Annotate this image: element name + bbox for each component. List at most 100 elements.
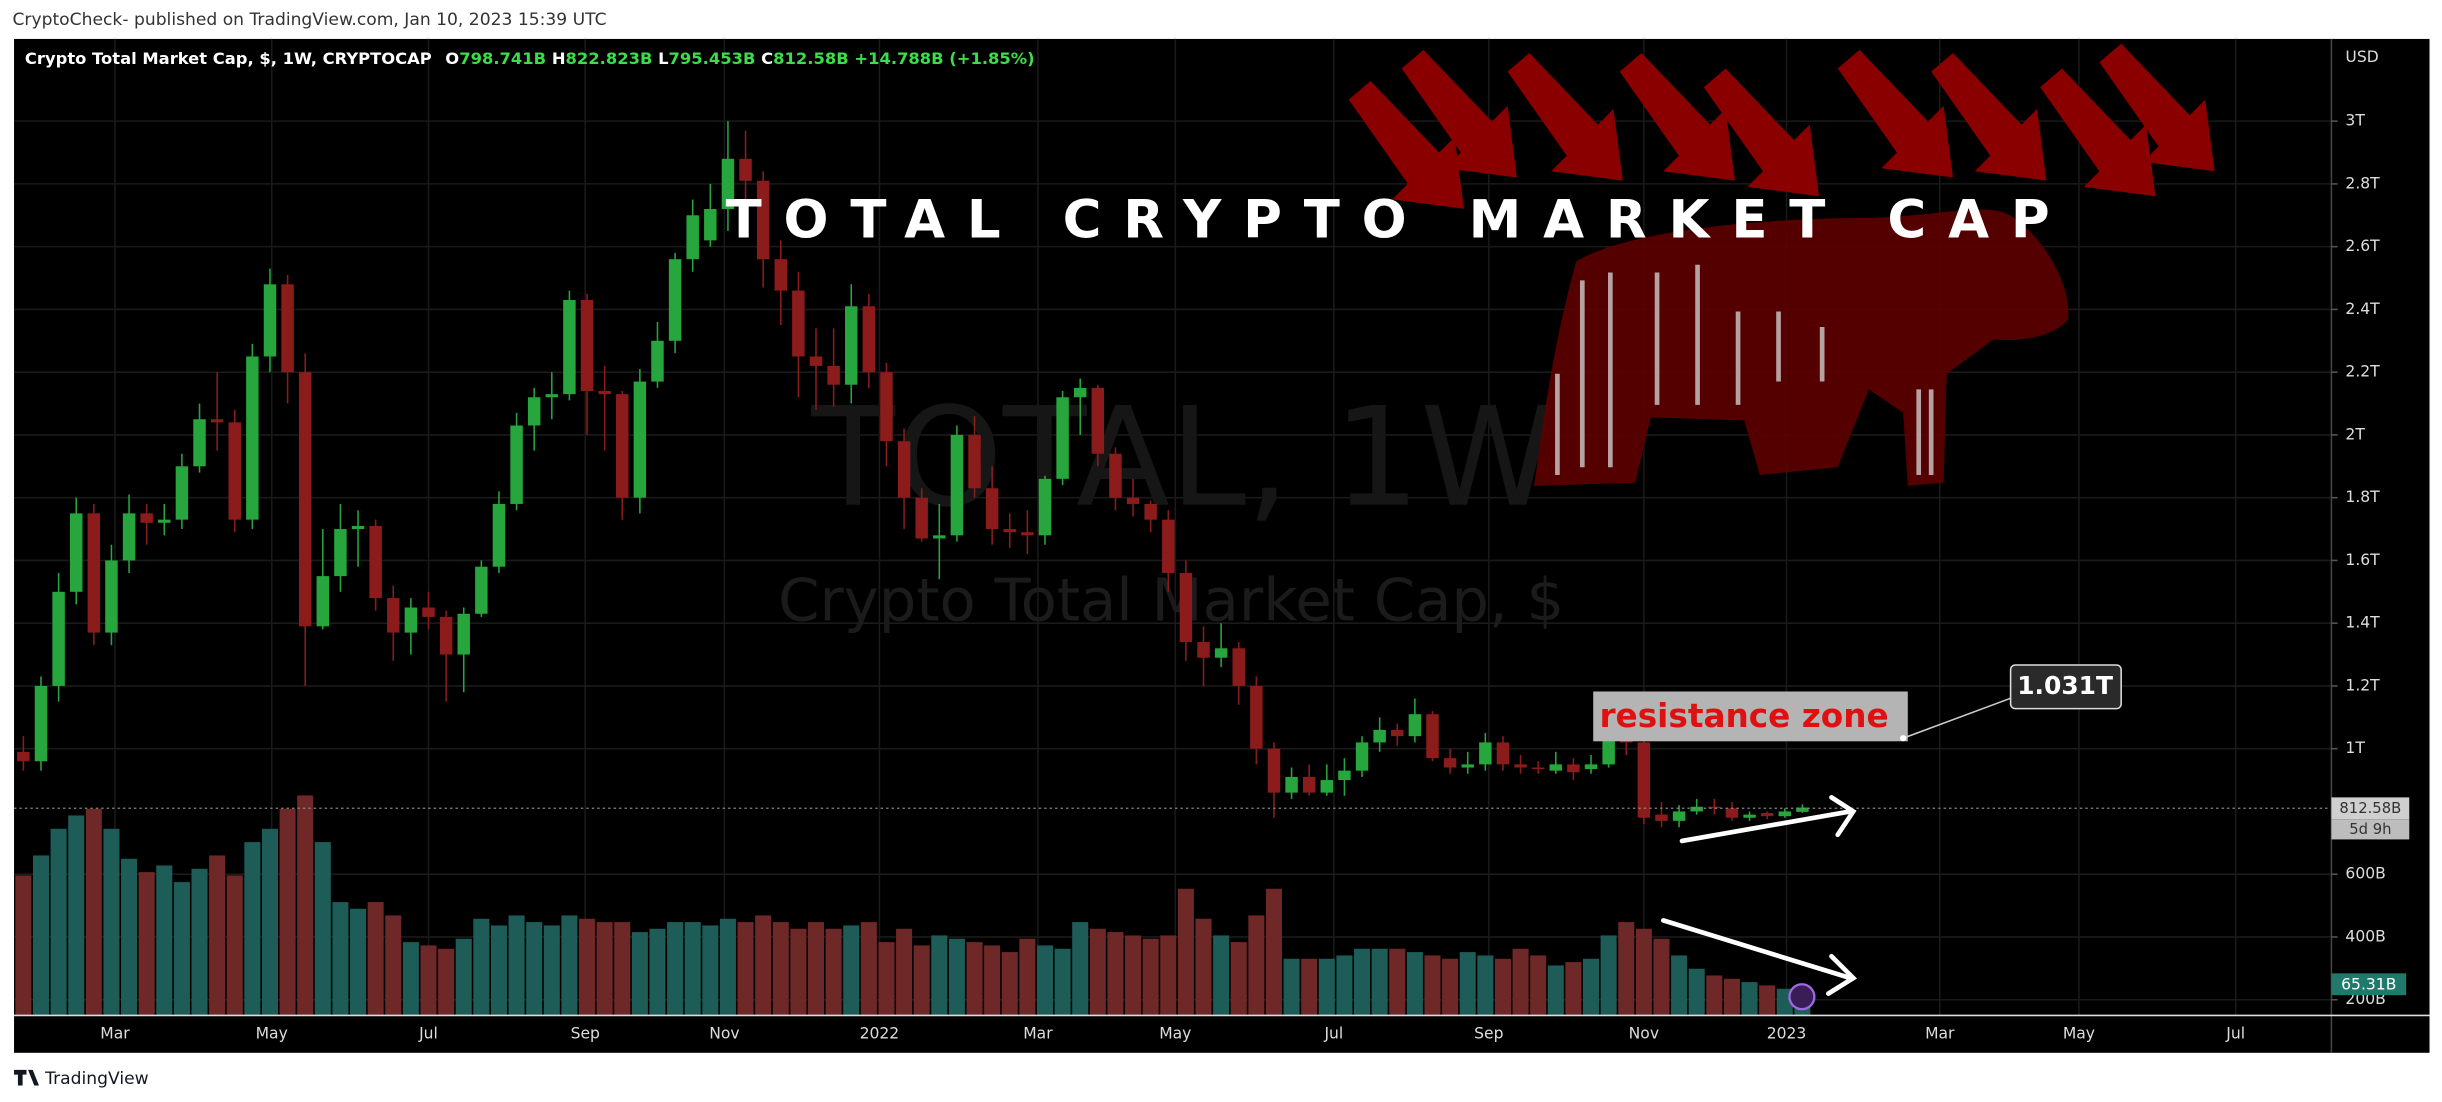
published-line: CryptoCheck- published on TradingView.co…: [12, 10, 606, 30]
legend-change: +14.788B (+1.85%): [854, 49, 1034, 68]
volume-bar: [1512, 948, 1529, 1016]
currency-label: USD: [2345, 48, 2378, 66]
volume-bar: [85, 808, 102, 1016]
volume-bar: [1547, 965, 1564, 1016]
volume-bar: [1019, 938, 1036, 1016]
volume-bar: [244, 842, 261, 1016]
candle-body: [897, 441, 911, 498]
legend-value: 812.58B: [773, 49, 849, 68]
candle-body: [1549, 764, 1563, 771]
callout-label: 1.031T: [2017, 671, 2113, 700]
candle-body: [52, 591, 65, 686]
volume-bar: [1600, 935, 1617, 1016]
volume-bar: [719, 918, 736, 1016]
x-tick-label: Mar: [1925, 1025, 1955, 1043]
candle-body: [1479, 742, 1492, 765]
candle-body: [774, 259, 788, 291]
legend-value: 798.741B: [459, 49, 546, 68]
candle-body: [122, 513, 136, 561]
volume-bar: [1653, 938, 1670, 1016]
volume-bar: [843, 925, 860, 1016]
volume-bar: [966, 942, 983, 1016]
volume-bar: [702, 925, 719, 1016]
y-tick-label: 1.8T: [2345, 488, 2380, 506]
volume-bar: [561, 915, 578, 1016]
candle-body: [1179, 572, 1193, 643]
candle-body: [1021, 532, 1034, 536]
volume-bar: [807, 922, 825, 1016]
y-tick-label: 1.4T: [2345, 614, 2380, 632]
candle-body: [439, 616, 453, 655]
volume-bar: [173, 882, 190, 1016]
x-tick-label: Mar: [1023, 1025, 1053, 1043]
candle-body: [1531, 767, 1545, 770]
legend-value: 795.453B: [669, 49, 756, 68]
y-tick-label: 1.6T: [2345, 551, 2380, 569]
legend: Crypto Total Market Cap, $, 1W, CRYPTOCA…: [25, 49, 1035, 68]
candle-body: [616, 394, 629, 498]
volume-bar: [860, 922, 877, 1016]
volume-bar: [1318, 958, 1335, 1016]
candle-body: [1760, 813, 1774, 817]
footer: TradingView: [14, 1069, 149, 1089]
volume-bar: [896, 928, 913, 1016]
candle-body: [422, 607, 435, 617]
candle-body: [1461, 764, 1474, 768]
volume-bar: [984, 945, 1001, 1016]
candle-body: [34, 685, 48, 762]
candle-body: [316, 576, 330, 627]
candle-body: [1514, 764, 1527, 768]
candle-body: [69, 513, 83, 592]
volume-bar: [297, 795, 314, 1016]
candle-body: [704, 209, 717, 241]
candle-body: [1796, 807, 1809, 812]
y-tick-label: 2.2T: [2345, 363, 2380, 381]
volume-bar: [772, 922, 789, 1016]
x-tick-label: Nov: [709, 1025, 739, 1043]
volume-bar: [931, 935, 948, 1016]
candle-body: [563, 299, 576, 395]
price-label: 812.58B: [2339, 800, 2401, 817]
y-tick-label: 2.6T: [2345, 237, 2380, 255]
volume-bar: [878, 942, 895, 1016]
volume-bar: [209, 855, 226, 1016]
y-tick-label: 1.2T: [2345, 676, 2380, 694]
x-tick-label: Jul: [418, 1025, 438, 1043]
volume-bar: [1477, 955, 1494, 1016]
volume-bar: [1494, 958, 1511, 1016]
volume-bar: [596, 922, 613, 1016]
volume-bar: [526, 922, 543, 1016]
x-tick-label: Sep: [1474, 1025, 1503, 1043]
candle-body: [1408, 714, 1422, 737]
x-tick-label: May: [2063, 1025, 2095, 1043]
volume-bar: [1160, 935, 1177, 1016]
volume-bar: [1530, 955, 1547, 1016]
volume-bar: [1671, 955, 1688, 1016]
volume-bar: [667, 922, 684, 1016]
candle-body: [545, 394, 559, 398]
callout-box: [2009, 664, 2122, 710]
candle-body: [651, 340, 664, 382]
candle-body: [1320, 780, 1334, 793]
volume-bar: [1723, 978, 1740, 1016]
volume-bar: [68, 815, 85, 1016]
x-tick-label: May: [256, 1025, 288, 1043]
volume-bar: [1635, 928, 1652, 1016]
candle-body: [105, 560, 118, 633]
candle-body: [298, 372, 312, 627]
candle-body: [1690, 806, 1703, 812]
volume-bar: [1248, 915, 1265, 1016]
candle-body: [1302, 776, 1316, 793]
volume-bar: [825, 928, 842, 1016]
volume-bar: [350, 908, 367, 1016]
candle-body: [721, 158, 735, 210]
volume-bar: [121, 858, 138, 1016]
volume-bar: [1759, 985, 1776, 1016]
volume-bar: [543, 925, 560, 1016]
volume-bar: [755, 915, 772, 1016]
candle-body: [492, 503, 506, 567]
x-tick-label: Jul: [2225, 1025, 2245, 1043]
volume-bar: [261, 828, 279, 1016]
